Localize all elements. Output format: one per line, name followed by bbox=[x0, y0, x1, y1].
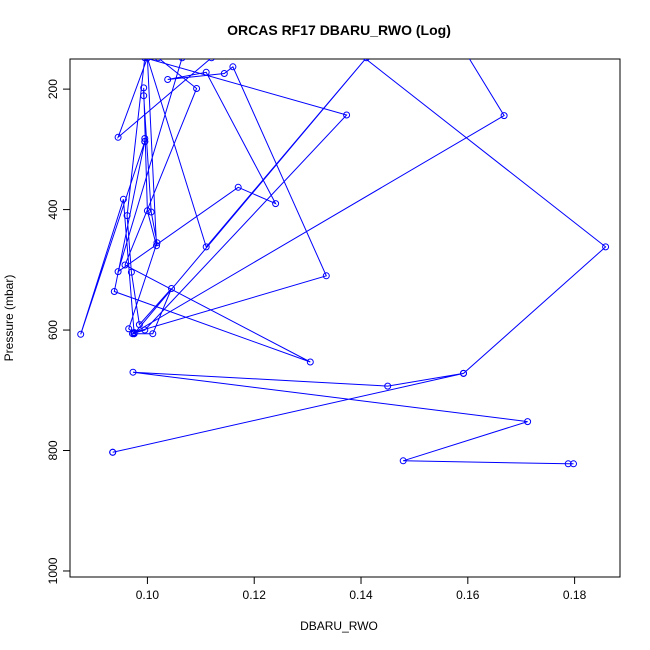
data-point bbox=[354, 49, 360, 55]
data-point bbox=[114, 133, 122, 141]
data-point bbox=[460, 369, 467, 377]
data-point bbox=[129, 368, 137, 376]
data-point bbox=[77, 330, 85, 338]
x-tick-label: 0.10 bbox=[136, 588, 160, 602]
data-point bbox=[524, 418, 532, 426]
data-point bbox=[154, 59, 162, 62]
chart-title: ORCAS RF17 DBARU_RWO (Log) bbox=[227, 22, 451, 38]
data-point bbox=[140, 92, 148, 100]
data-point bbox=[109, 448, 117, 456]
data-point bbox=[343, 111, 351, 119]
data-point bbox=[141, 326, 149, 334]
series-points bbox=[77, 49, 610, 468]
data-point bbox=[570, 460, 577, 468]
data-point bbox=[220, 70, 228, 77]
data-point bbox=[164, 76, 172, 83]
data-point bbox=[140, 84, 148, 92]
data-point bbox=[272, 200, 280, 208]
x-tick-label: 0.16 bbox=[456, 588, 480, 602]
plot-frame bbox=[69, 58, 621, 578]
y-tick-label: 600 bbox=[46, 320, 60, 340]
data-point bbox=[149, 330, 157, 338]
data-point bbox=[153, 242, 160, 250]
data-point bbox=[363, 59, 370, 62]
data-point bbox=[130, 330, 138, 338]
x-axis: 0.10 0.12 0.14 0.16 0.18 bbox=[136, 577, 587, 602]
x-tick-label: 0.18 bbox=[563, 588, 587, 602]
data-point bbox=[178, 59, 186, 62]
data-point bbox=[147, 208, 155, 216]
data-point bbox=[384, 382, 392, 390]
data-point bbox=[114, 268, 122, 276]
data-point bbox=[119, 195, 127, 203]
data-point bbox=[135, 321, 143, 329]
data-point bbox=[602, 243, 610, 251]
data-point bbox=[399, 457, 407, 465]
y-tick-label: 200 bbox=[46, 79, 60, 99]
data-point bbox=[229, 63, 237, 71]
data-point bbox=[202, 68, 210, 76]
series-line bbox=[80, 59, 607, 465]
data-point bbox=[234, 183, 242, 191]
data-point bbox=[500, 112, 508, 120]
y-tick-label: 1000 bbox=[46, 557, 60, 584]
data-point bbox=[141, 135, 149, 142]
y-axis: 200 400 600 800 1000 bbox=[46, 79, 70, 584]
data-point bbox=[141, 59, 149, 62]
data-point bbox=[462, 49, 468, 55]
data-point bbox=[127, 268, 135, 276]
data-point bbox=[153, 239, 161, 247]
x-tick-label: 0.14 bbox=[349, 588, 373, 602]
data-point bbox=[322, 272, 330, 280]
data-point bbox=[144, 59, 151, 62]
y-tick-label: 800 bbox=[46, 440, 60, 460]
data-point bbox=[202, 243, 210, 251]
data-point bbox=[110, 288, 118, 295]
x-tick-label: 0.12 bbox=[243, 588, 267, 602]
y-axis-label: Pressure (mbar) bbox=[2, 275, 16, 362]
data-point bbox=[306, 358, 314, 366]
data-point bbox=[123, 212, 131, 220]
data-point bbox=[125, 325, 133, 333]
y-tick-label: 400 bbox=[46, 199, 60, 219]
data-point bbox=[193, 85, 201, 92]
data-point bbox=[168, 285, 175, 292]
data-point bbox=[143, 207, 151, 215]
data-point bbox=[564, 460, 572, 468]
data-point bbox=[141, 138, 149, 145]
x-axis-label: DBARU_RWO bbox=[300, 619, 378, 633]
data-point bbox=[208, 59, 215, 62]
data-point bbox=[121, 261, 129, 269]
